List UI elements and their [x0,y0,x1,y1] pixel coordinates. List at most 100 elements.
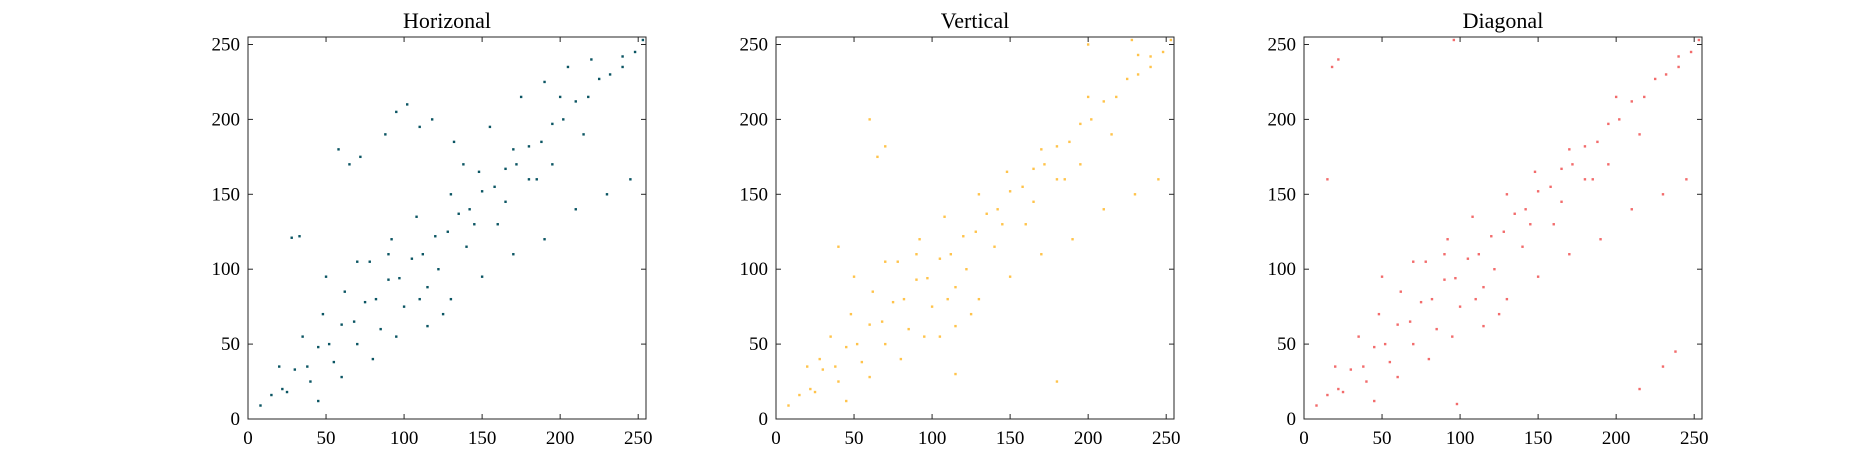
scatter-point [1471,215,1474,218]
x-tick-label: 150 [468,428,497,449]
scatter-point [504,167,507,171]
scatter-point [1618,118,1621,121]
scatter-point [965,268,968,271]
scatter-point [1533,170,1537,174]
scatter-point [398,276,401,280]
scatter-point [985,212,988,215]
x-tick-label: 200 [1602,428,1631,449]
scatter-point [943,215,946,218]
scatter-point [1055,145,1059,148]
scatter-point [1055,178,1059,181]
axes-box [1303,36,1703,420]
scatter-point [1490,235,1493,238]
scatter-point [621,55,624,58]
scatter-point [821,368,825,371]
scatter-point [1661,193,1665,196]
x-tick-label: 0 [243,428,253,449]
scatter-point [293,368,297,371]
scatter-point [962,235,965,238]
scatter-point [332,360,336,364]
scatter-point [540,140,543,144]
scatter-point [1043,163,1046,166]
scatter-point [1001,223,1004,226]
scatter-point [1330,65,1334,69]
scatter-point [1596,140,1599,144]
scatter-point [1614,95,1618,99]
scatter-point [512,148,515,151]
scatter-point [1130,38,1134,42]
scatter-point [806,365,809,368]
y-tick-label: 200 [740,109,769,130]
scatter-point [1419,300,1423,304]
scatter-point [1149,65,1152,69]
scatter-point [1552,223,1555,226]
scatter-point [395,110,398,114]
scatter-point [837,380,840,383]
scatter-point [1334,365,1337,368]
scatter-point [527,178,531,181]
scatter-point [829,335,832,338]
y-tick-label: 250 [212,34,241,55]
scatter-point [1653,77,1657,81]
scatter-point [426,285,429,289]
axes-box [247,36,647,420]
scatter-point [321,312,325,316]
scatter-point [938,257,942,260]
scatter-point [1591,178,1594,181]
x-tick-label: 100 [1446,428,1475,449]
scatter-point [1326,393,1329,397]
y-tick-label: 50 [749,334,768,355]
scatter-point [374,297,378,301]
scatter-point [317,399,320,403]
scatter-point [512,253,515,256]
scatter-point [327,342,331,346]
scatter-point [809,387,812,391]
scatter-point [969,312,973,316]
y-tick-label: 50 [221,334,240,355]
scatter-point [1497,312,1501,316]
scatter-point [621,65,624,69]
scatter-point [1583,178,1587,181]
scatter-point [1102,100,1105,103]
scatter-point [1071,238,1074,241]
scatter-point [390,238,393,241]
scatter-point [387,253,390,256]
scatter-point [493,185,496,188]
scatter-point [891,300,895,304]
scatter-point [301,335,304,338]
scatter-point [1549,185,1552,188]
scatter-point [1399,290,1402,293]
scatter-point [1689,50,1693,54]
scatter-point [468,208,471,211]
scatter-point [1430,297,1434,301]
scatter-point [1079,122,1082,126]
scatter-point [1110,133,1113,136]
x-tick-label: 150 [996,428,1025,449]
scatter-point [1365,380,1368,383]
y-tick-label: 200 [1268,109,1297,130]
scatter-point [1424,260,1427,263]
scatter-point [1388,360,1392,364]
scatter-point [306,365,309,368]
scatter-point [562,118,565,121]
scatter-point [352,320,356,323]
scatter-point [845,399,848,403]
scatter-point [818,357,821,361]
scatter-point [787,404,790,407]
scatter-point [868,323,871,326]
y-tick-label: 50 [1277,334,1296,355]
scatter-point [1136,53,1140,57]
scatter-point [1021,185,1024,188]
scatter-point [1362,365,1365,368]
scatter-point [1380,275,1384,278]
scatter-point [993,245,996,248]
scatter-point [527,145,531,148]
scatter-point [259,404,262,407]
axes-box [775,36,1175,420]
x-tick-label: 200 [1074,428,1103,449]
scatter-point [1149,55,1152,58]
panel-horizontal: Horizonal 0 50 100 150 200 250 0 50 100 150 200 250 [212,8,653,449]
y-tick-label: 250 [740,34,769,55]
scatter-point [1607,163,1610,166]
scatter-point [1477,253,1481,256]
